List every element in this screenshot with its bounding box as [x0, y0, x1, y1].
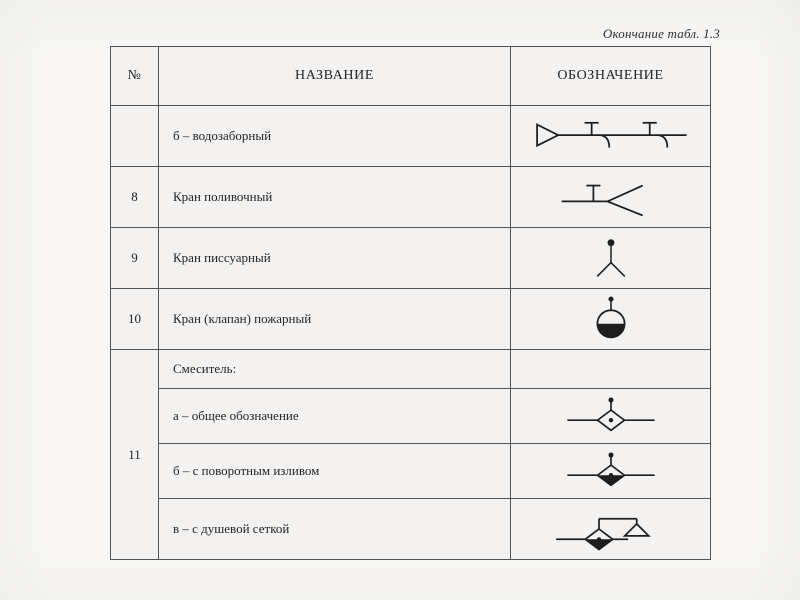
- table-row: 10 Кран (клапан) пожарный: [111, 289, 711, 350]
- cell-name: Кран писсуарный: [159, 228, 511, 289]
- urinal-tap-icon: [588, 234, 634, 282]
- table-row: б – водозаборный: [111, 106, 711, 167]
- cell-symbol: [511, 389, 711, 444]
- cell-symbol: [511, 499, 711, 560]
- water-intake-tap-icon: [526, 114, 696, 158]
- fire-valve-icon: [587, 295, 635, 343]
- watering-tap-icon: [556, 175, 666, 219]
- cell-name: Кран (клапан) пожарный: [159, 289, 511, 350]
- cell-name: Смеситель:: [159, 350, 511, 389]
- cell-num: 8: [111, 167, 159, 228]
- cell-symbol: [511, 444, 711, 499]
- col-header-name: НАЗВАНИЕ: [159, 47, 511, 106]
- cell-num: 11: [111, 350, 159, 560]
- col-header-symbol: ОБОЗНАЧЕНИЕ: [511, 47, 711, 106]
- cell-name: в – с душевой сеткой: [159, 499, 511, 560]
- table-header-row: № НАЗВАНИЕ ОБОЗНАЧЕНИЕ: [111, 47, 711, 106]
- cell-symbol: [511, 106, 711, 167]
- table-continuation-caption: Окончание табл. 1.3: [603, 26, 720, 42]
- table-row: 9 Кран писсуарный: [111, 228, 711, 289]
- table-row: 8 Кран поливочный: [111, 167, 711, 228]
- symbols-table: № НАЗВАНИЕ ОБОЗНАЧЕНИЕ б – водозаборный: [110, 46, 711, 560]
- table-row: 11 Смеситель:: [111, 350, 711, 389]
- mixer-general-icon: [556, 395, 666, 437]
- cell-num: 10: [111, 289, 159, 350]
- page-scan: Окончание табл. 1.3 № НАЗВАНИЕ ОБОЗНАЧЕН…: [0, 0, 800, 600]
- cell-name: а – общее обозначение: [159, 389, 511, 444]
- mixer-shower-icon: [551, 502, 671, 556]
- cell-name: б – с поворотным изливом: [159, 444, 511, 499]
- cell-name: б – водозаборный: [159, 106, 511, 167]
- mixer-swivel-icon: [556, 450, 666, 492]
- cell-symbol: [511, 228, 711, 289]
- cell-num: 9: [111, 228, 159, 289]
- cell-num: [111, 106, 159, 167]
- cell-symbol: [511, 167, 711, 228]
- cell-symbol: [511, 350, 711, 389]
- cell-name: Кран поливочный: [159, 167, 511, 228]
- cell-symbol: [511, 289, 711, 350]
- col-header-num: №: [111, 47, 159, 106]
- table-row: б – с поворотным изливом: [111, 444, 711, 499]
- table-row: в – с душевой сеткой: [111, 499, 711, 560]
- table-row: а – общее обозначение: [111, 389, 711, 444]
